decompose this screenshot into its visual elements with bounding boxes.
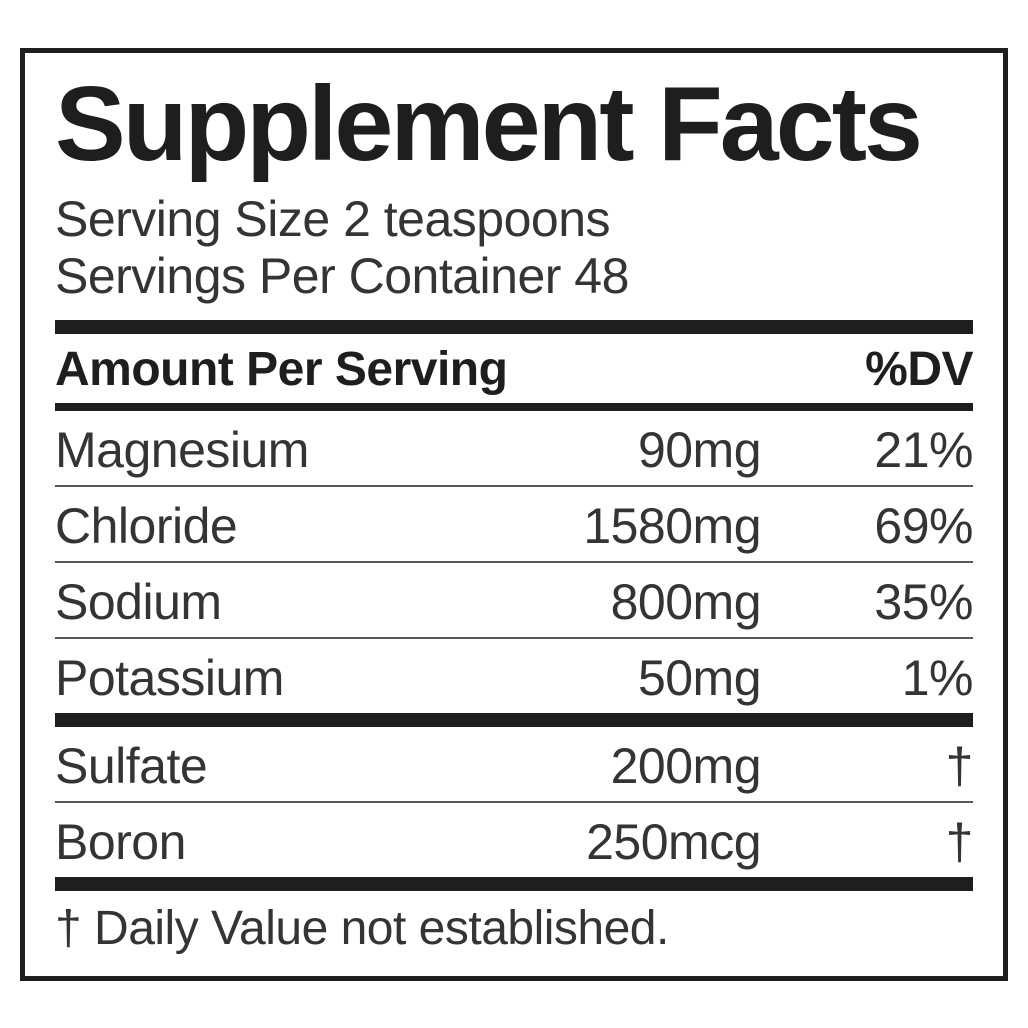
nutrient-name: Chloride bbox=[55, 497, 459, 555]
header-dv: %DV bbox=[865, 342, 973, 397]
nutrient-name: Sodium bbox=[55, 573, 459, 631]
nutrient-name: Sulfate bbox=[55, 737, 459, 795]
nutrient-amount: 90mg bbox=[459, 421, 771, 479]
divider-thick bbox=[55, 877, 973, 891]
nutrient-dv: 35% bbox=[771, 573, 973, 631]
nutrient-name: Potassium bbox=[55, 649, 459, 707]
nutrient-dv: † bbox=[771, 813, 973, 871]
nutrient-amount: 250mcg bbox=[459, 813, 771, 871]
nutrient-amount: 50mg bbox=[459, 649, 771, 707]
divider-thin bbox=[55, 561, 973, 563]
serving-size: Serving Size 2 teaspoons bbox=[55, 191, 973, 249]
divider-thin bbox=[55, 801, 973, 803]
divider-thick bbox=[55, 713, 973, 727]
nutrient-amount: 200mg bbox=[459, 737, 771, 795]
table-row: Sulfate 200mg † bbox=[55, 735, 973, 797]
panel-title: Supplement Facts bbox=[55, 71, 973, 177]
table-header: Amount Per Serving %DV bbox=[55, 340, 973, 399]
nutrient-name: Magnesium bbox=[55, 421, 459, 479]
nutrient-dv: 1% bbox=[771, 649, 973, 707]
table-row: Sodium 800mg 35% bbox=[55, 571, 973, 633]
table-row: Potassium 50mg 1% bbox=[55, 647, 973, 709]
header-amount: Amount Per Serving bbox=[55, 342, 507, 397]
divider-thick bbox=[55, 320, 973, 334]
nutrient-name: Boron bbox=[55, 813, 459, 871]
divider-medium bbox=[55, 403, 973, 411]
table-row: Chloride 1580mg 69% bbox=[55, 495, 973, 557]
table-row: Boron 250mcg † bbox=[55, 811, 973, 873]
divider-thin bbox=[55, 637, 973, 639]
divider-thin bbox=[55, 485, 973, 487]
servings-per-container: Servings Per Container 48 bbox=[55, 248, 973, 306]
supplement-facts-panel: Supplement Facts Serving Size 2 teaspoon… bbox=[20, 48, 1008, 981]
footnote: † Daily Value not established. bbox=[55, 897, 973, 956]
nutrient-amount: 800mg bbox=[459, 573, 771, 631]
nutrient-dv: † bbox=[771, 737, 973, 795]
nutrient-amount: 1580mg bbox=[459, 497, 771, 555]
nutrient-dv: 21% bbox=[771, 421, 973, 479]
table-row: Magnesium 90mg 21% bbox=[55, 419, 973, 481]
nutrient-dv: 69% bbox=[771, 497, 973, 555]
